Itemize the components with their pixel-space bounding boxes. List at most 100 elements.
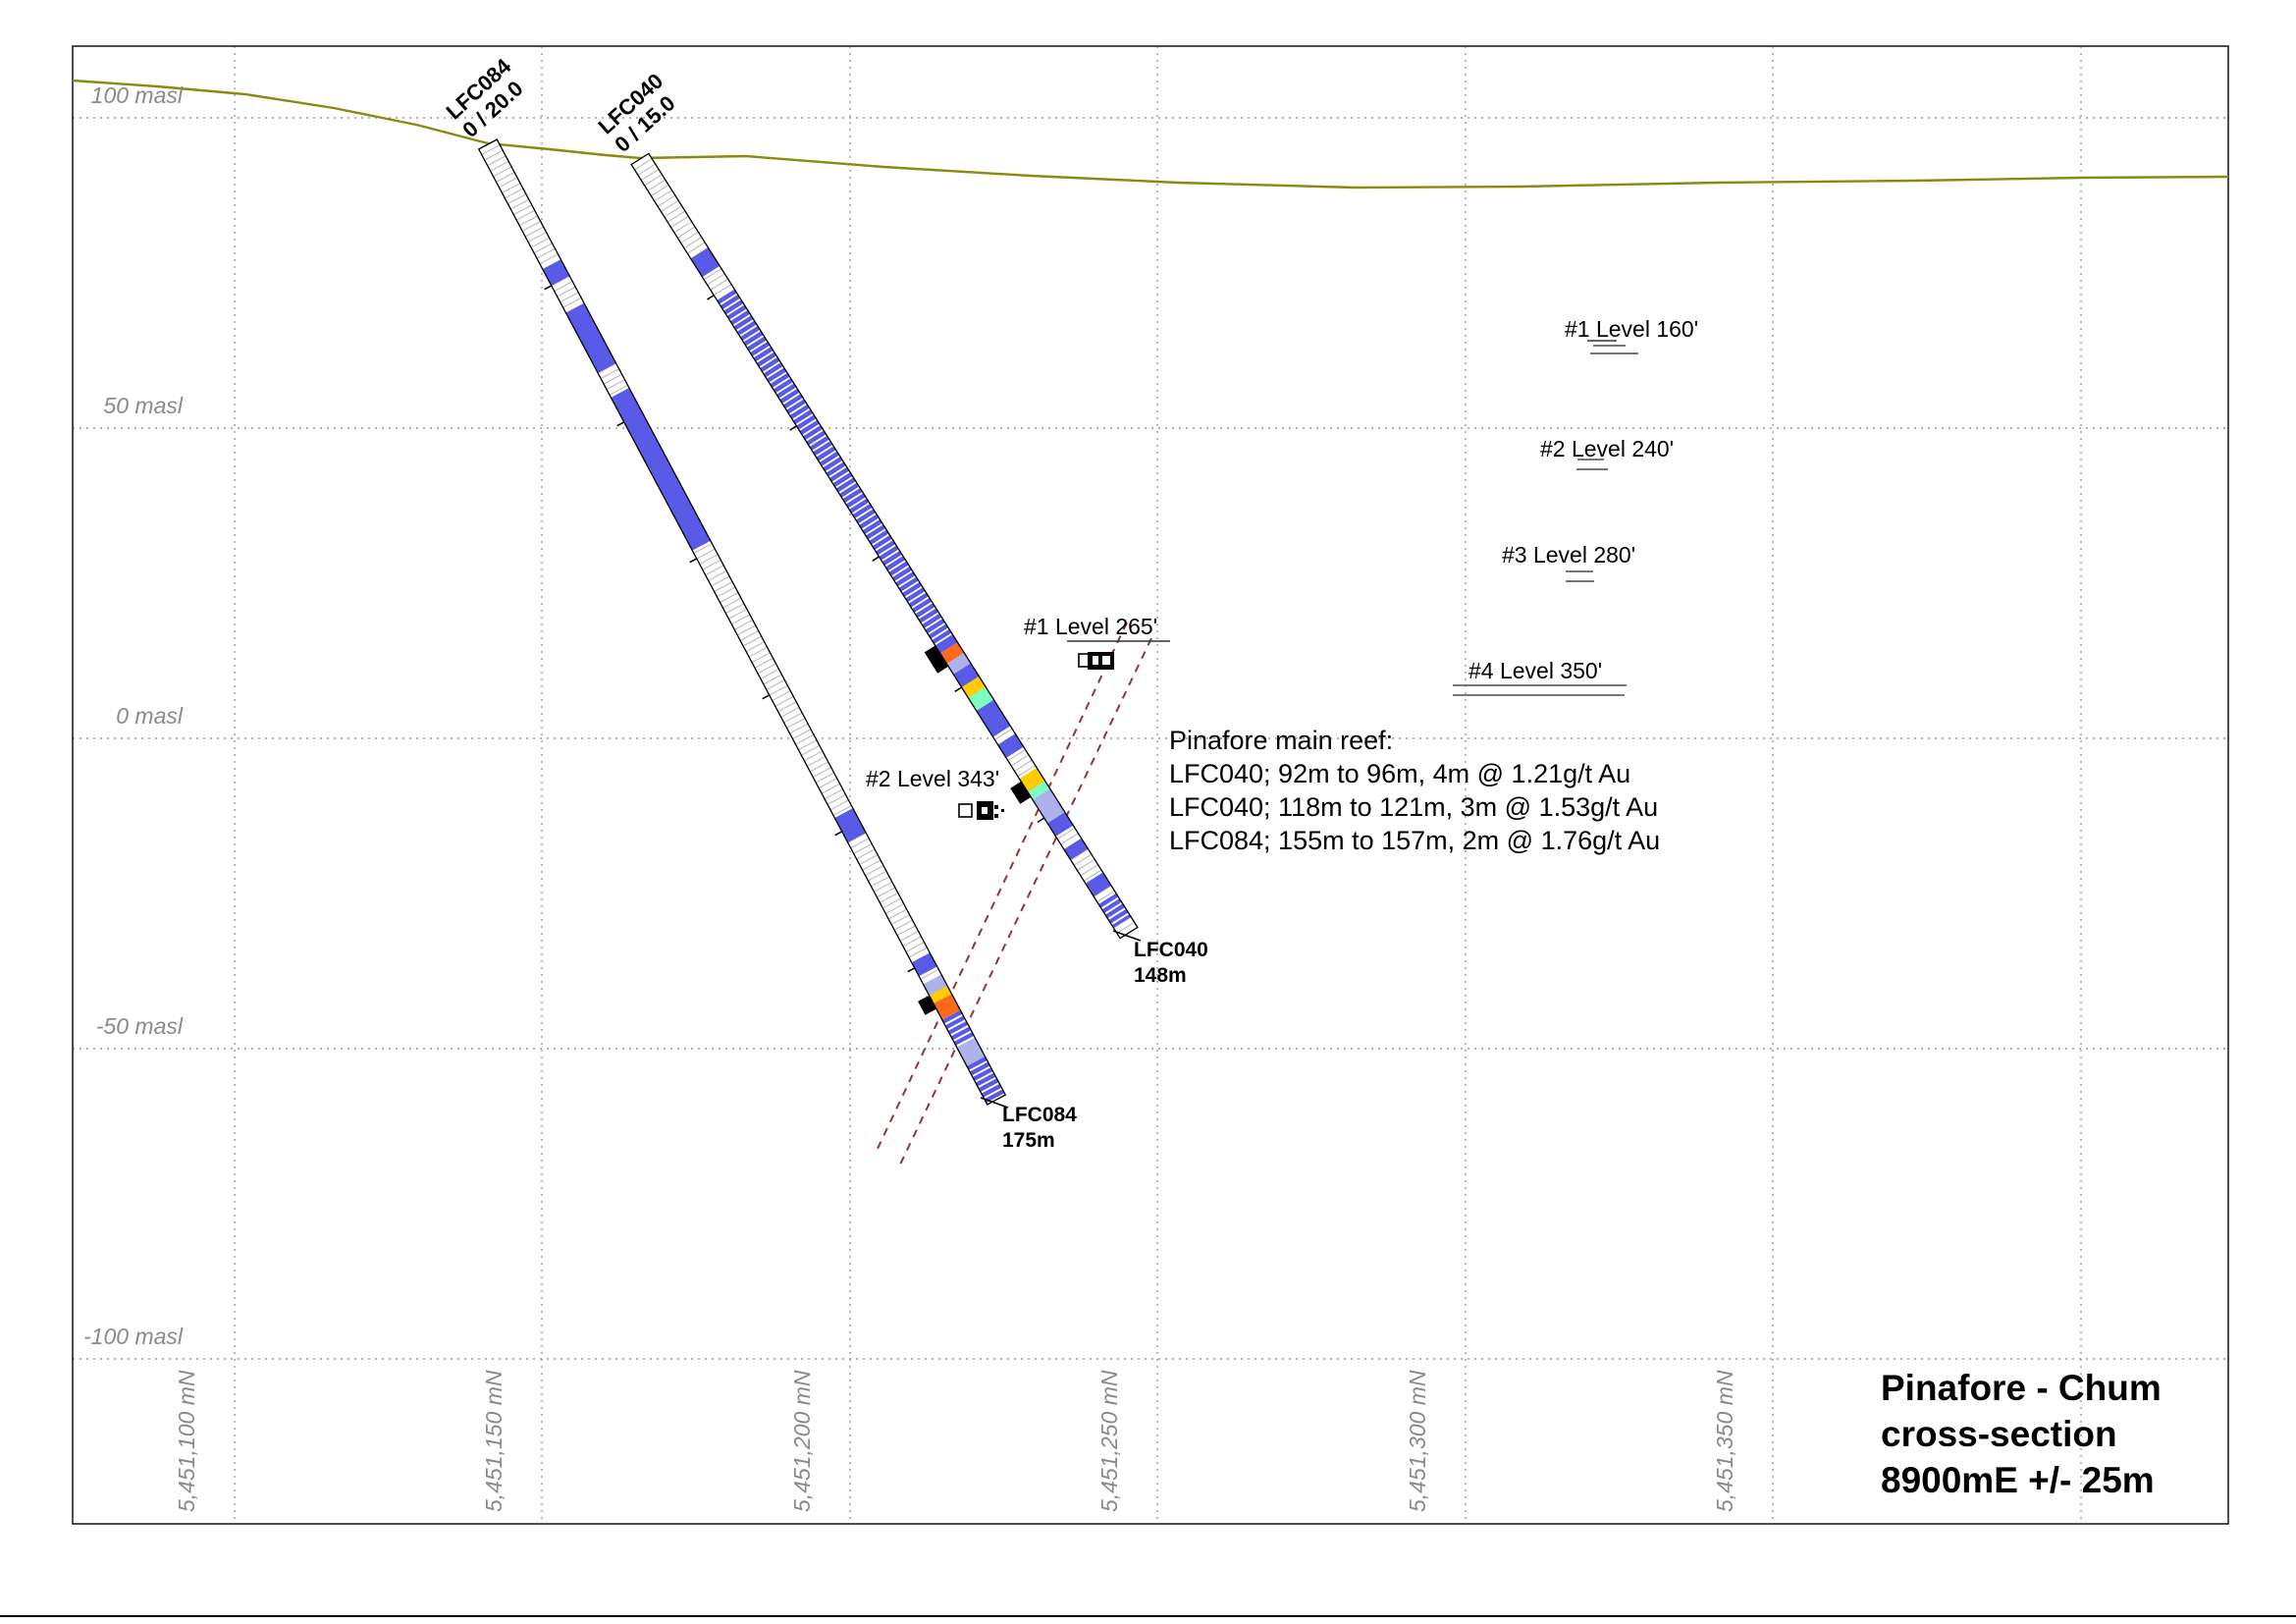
interval-blue_striped xyxy=(743,331,764,347)
interval-blue_striped xyxy=(746,336,767,352)
working-symbol-dot xyxy=(994,814,998,818)
level-label-350: #4 Level 350' xyxy=(1468,658,1603,683)
y-axis-label-neg100masl: -100 masl xyxy=(83,1324,183,1349)
interval-blue_striped xyxy=(779,389,800,404)
level-label-343: #2 Level 343' xyxy=(866,766,1000,791)
interval-blue_striped xyxy=(796,414,817,430)
interval-blue_striped xyxy=(816,446,836,461)
depth-tick xyxy=(954,686,963,692)
interval-blue_striped xyxy=(1104,903,1126,919)
interval-blue_striped xyxy=(723,299,744,315)
interval-blue_striped xyxy=(1108,908,1129,924)
eoh-name-lfc040: LFC040 xyxy=(1134,939,1208,961)
interval-blue_striped xyxy=(770,373,790,388)
depth-tick xyxy=(616,421,625,427)
interval-lavender xyxy=(956,1037,986,1067)
interval-blue_striped xyxy=(726,304,747,320)
level-label-160: #1 Level 160' xyxy=(1565,316,1699,342)
interval-blue_striped xyxy=(806,430,827,446)
interval-blue xyxy=(611,388,711,551)
interval-blue xyxy=(953,663,980,688)
interval-blue_striped xyxy=(760,357,780,372)
y-axis-label-0masl: 0 masl xyxy=(116,703,183,729)
interval-gold xyxy=(1019,767,1045,792)
interval-blue_striped xyxy=(826,461,846,477)
section-title-line3: 8900mE +/- 25m xyxy=(1881,1460,2155,1500)
interval-lavender xyxy=(1032,788,1065,824)
depth-tick xyxy=(707,295,715,300)
assay-annotation: Pinafore main reef: LFC040; 92m to 96m, … xyxy=(1169,724,1660,857)
level-label-240: #2 Level 240' xyxy=(1540,436,1675,461)
working-symbol-hole xyxy=(1093,656,1098,665)
interval-blue_striped xyxy=(922,614,942,628)
interval-blue_striped xyxy=(932,628,952,644)
interval-blue_striped xyxy=(849,498,870,514)
interval-blue_striped xyxy=(862,519,882,535)
interval-blue_striped xyxy=(736,320,757,336)
depth-tick xyxy=(1037,817,1045,824)
interval-blue_striped xyxy=(912,598,933,613)
interval-blue_striped xyxy=(845,493,866,509)
drillhole-lfc084 xyxy=(477,138,1007,1106)
interval-blue xyxy=(997,733,1024,758)
interval-blue_striped xyxy=(972,1067,993,1081)
interval-blue_striped xyxy=(881,551,902,566)
interval-blue xyxy=(1085,872,1111,897)
interval-blue_striped xyxy=(789,404,810,419)
depth-tick xyxy=(544,285,553,291)
interval-blue_striped xyxy=(799,419,820,435)
drillhole-lfc040 xyxy=(630,152,1139,940)
eoh-label-lfc040: LFC040 148m xyxy=(1134,938,1208,989)
interval-blue_striped xyxy=(908,592,929,608)
interval-blue xyxy=(976,699,1011,737)
plot-border xyxy=(72,45,2229,1525)
interval-blue_striped xyxy=(898,576,919,592)
interval-blue_striped xyxy=(866,524,886,540)
interval-blue_striped xyxy=(835,477,856,493)
interval-blue_striped xyxy=(947,1021,969,1035)
assay-marker xyxy=(918,995,936,1015)
depth-tick xyxy=(789,425,797,431)
interval-blue_striped xyxy=(869,529,889,545)
interval-blue_striped xyxy=(888,561,909,576)
interval-mint xyxy=(1027,781,1050,800)
interval-blue xyxy=(542,259,570,286)
interval-blue_striped xyxy=(953,1032,975,1046)
interval-blue_striped xyxy=(1098,893,1119,908)
interval-blue xyxy=(911,952,937,977)
interval-blue_striped xyxy=(740,326,761,341)
topography-line xyxy=(72,79,2229,189)
interval-blue_striped xyxy=(925,619,945,634)
interval-blue_striped xyxy=(842,488,863,504)
section-title-line2: cross-section xyxy=(1881,1414,2117,1454)
working-symbol-hole xyxy=(1102,656,1110,665)
interval-blue_striped xyxy=(902,582,923,597)
level-label-265: #1 Level 265' xyxy=(1024,614,1158,639)
interval-blue xyxy=(934,634,958,654)
hole-trace-outline xyxy=(630,152,1139,940)
reef-projection-line xyxy=(876,622,1128,1152)
interval-blue_striped xyxy=(941,1009,963,1024)
interval-blue_striped xyxy=(782,394,803,409)
interval-blue_striped xyxy=(753,347,774,362)
interval-blue_striped xyxy=(978,1078,999,1093)
interval-mint xyxy=(968,686,994,712)
interval-blue_striped xyxy=(852,504,873,519)
interval-blue xyxy=(834,808,867,843)
interval-blue_striped xyxy=(929,623,949,639)
interval-blue_striped xyxy=(981,1083,1002,1098)
y-axis-label-neg50masl: -50 masl xyxy=(95,1013,183,1039)
assay-annotation-line1: LFC040; 92m to 96m, 4m @ 1.21g/t Au xyxy=(1169,759,1631,788)
interval-blue_striped xyxy=(803,425,824,441)
hole-trace-outline xyxy=(477,138,1007,1106)
eoh-tick xyxy=(980,1097,1009,1109)
interval-blue_striped xyxy=(823,457,843,472)
interval-blue_striped xyxy=(773,378,793,394)
interval-blue_striped xyxy=(786,399,807,414)
working-symbol-dot xyxy=(1001,809,1004,812)
section-title-line1: Pinafore - Chum xyxy=(1881,1368,2162,1408)
interval-blue_striped xyxy=(733,315,754,331)
interval-blue_striped xyxy=(1101,898,1122,913)
interval-blue_striped xyxy=(730,310,751,325)
interval-blue_striped xyxy=(950,1026,972,1041)
